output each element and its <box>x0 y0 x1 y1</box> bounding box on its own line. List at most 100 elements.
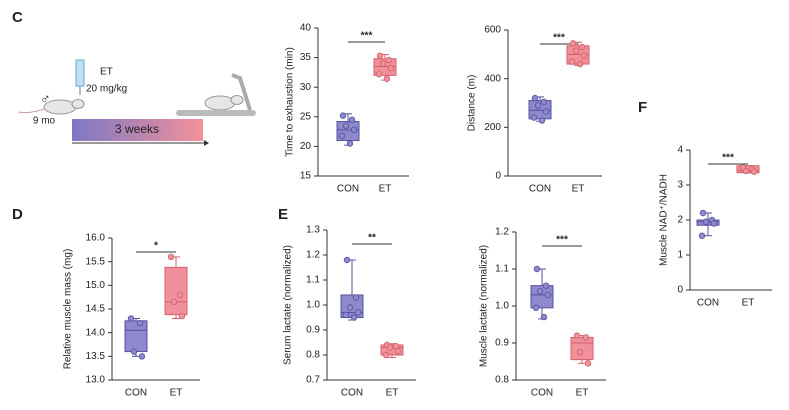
significance: *** <box>361 31 373 42</box>
age: 9 mo <box>33 116 56 127</box>
y-tick-label: 0.8 <box>306 350 320 361</box>
y-tick-label: 2 <box>677 215 683 226</box>
schematic: ET 20 mg/kg ♂ 9 mo 3 weeks <box>17 59 256 146</box>
y-tick-label: 0.9 <box>495 338 509 349</box>
data-point <box>376 52 384 60</box>
y-tick-label: 14.0 <box>86 327 106 338</box>
box <box>380 344 404 356</box>
x-tick-label: ET <box>742 298 755 309</box>
significance: *** <box>556 235 568 246</box>
data-point <box>383 75 391 83</box>
y-tick-label: 20 <box>300 141 312 152</box>
data-point <box>580 52 588 59</box>
y-tick-label: 1.0 <box>306 300 320 311</box>
y-tick-label: 13.5 <box>86 351 106 362</box>
data-point <box>382 351 390 359</box>
x-tick-label: ET <box>379 184 392 195</box>
y-tick-label: 3 <box>677 180 683 191</box>
mouse <box>204 95 236 111</box>
data-point <box>568 58 576 65</box>
data-point <box>536 288 544 295</box>
y-tick-label: 600 <box>484 25 501 36</box>
duration-bar <box>72 119 203 141</box>
y-tick-label: 14.5 <box>86 304 106 315</box>
data-point <box>178 312 186 320</box>
data-point <box>170 298 178 306</box>
y-tick-label: 15.5 <box>86 256 106 267</box>
data-point <box>573 332 581 339</box>
sex: ♂ <box>40 91 51 107</box>
data-point <box>750 168 758 175</box>
y-tick-label: 0.9 <box>306 325 320 336</box>
data-point <box>350 314 358 321</box>
drug: ET <box>100 67 113 78</box>
y-tick-label: 40 <box>300 23 312 34</box>
y-axis-label: Relative muscle mass (mg) <box>63 249 74 370</box>
y-tick-label: 1.1 <box>306 275 320 286</box>
panel-label: D <box>12 206 23 223</box>
duration: 3 weeks <box>115 122 159 136</box>
y-axis-label: Time to exhaustion (min) <box>285 47 296 157</box>
treadmill-rail <box>231 73 252 111</box>
data-point <box>354 309 362 316</box>
y-tick-label: 1 <box>677 250 683 261</box>
box <box>124 320 148 353</box>
box <box>164 266 188 316</box>
treadmill <box>176 110 256 116</box>
data-point <box>342 311 350 319</box>
data-point <box>542 108 550 115</box>
data-point <box>530 114 538 121</box>
y-tick-label: 30 <box>300 82 312 93</box>
y-tick-label: 400 <box>484 73 501 84</box>
y-tick-label: 13.0 <box>86 375 106 386</box>
y-tick-label: 15 <box>300 171 312 182</box>
y-tick-label: 1.3 <box>306 225 320 236</box>
x-tick-label: ET <box>576 388 589 399</box>
panel-label: E <box>278 206 288 223</box>
x-tick-label: CON <box>337 184 359 195</box>
data-point <box>572 47 580 54</box>
data-point <box>533 265 541 273</box>
data-point <box>136 320 144 327</box>
y-tick-label: 1.1 <box>495 264 509 275</box>
y-tick-label: 4 <box>677 145 683 156</box>
data-point <box>348 116 356 123</box>
data-point <box>532 304 540 312</box>
data-point <box>584 360 592 367</box>
y-tick-label: 0 <box>677 285 683 296</box>
data-point <box>350 126 358 134</box>
data-point <box>702 218 710 225</box>
significance: *** <box>553 33 565 44</box>
data-point <box>386 344 394 351</box>
data-point <box>699 209 707 217</box>
y-tick-label: 0 <box>495 171 501 182</box>
data-point <box>346 140 354 147</box>
data-point <box>542 282 550 289</box>
syringe <box>75 59 85 87</box>
data-point <box>534 102 542 109</box>
data-point <box>379 60 387 67</box>
data-point <box>531 94 539 102</box>
y-axis-label: Muscle NAD⁺/NADH <box>659 174 670 266</box>
box <box>570 336 594 361</box>
panel-label: F <box>638 99 647 116</box>
y-tick-label: 1.2 <box>495 227 509 238</box>
data-point <box>578 43 586 51</box>
y-tick-label: 16.0 <box>86 233 106 244</box>
x-tick-label: CON <box>531 388 553 399</box>
data-point <box>176 291 184 298</box>
significance: ** <box>368 233 376 244</box>
data-point <box>385 56 393 64</box>
y-tick-label: 25 <box>300 111 312 122</box>
y-tick-label: 200 <box>484 122 501 133</box>
data-point <box>339 112 347 119</box>
data-point <box>346 304 354 311</box>
x-tick-label: CON <box>529 184 551 195</box>
y-axis-label: Muscle lactate (normalized) <box>479 245 490 367</box>
data-point <box>342 122 350 129</box>
arrow-head <box>204 140 209 146</box>
box <box>530 285 554 309</box>
x-tick-label: CON <box>697 298 719 309</box>
data-point <box>582 334 590 341</box>
